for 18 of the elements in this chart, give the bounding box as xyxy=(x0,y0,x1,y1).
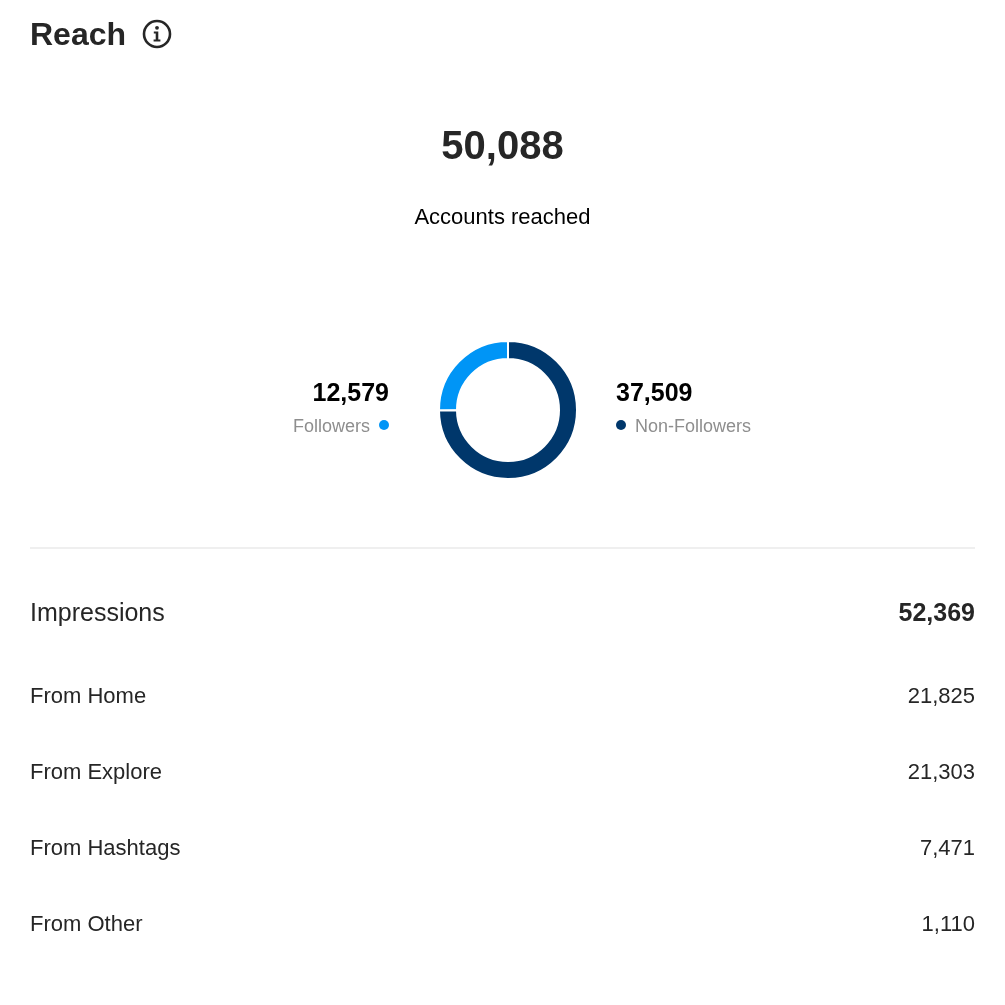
text: Impressions xyxy=(30,597,165,628)
text: 50,088 xyxy=(440,122,565,169)
text: Accounts reached xyxy=(413,203,592,231)
category-label: From Other xyxy=(30,910,143,938)
chart-title: Reach xyxy=(30,15,127,54)
data-label: 21,303 xyxy=(907,758,975,786)
category-label: From Hashtags xyxy=(30,834,181,862)
data-label: 12,579 xyxy=(311,377,389,407)
data-label: 37,509 xyxy=(616,377,694,407)
text: 52,369 xyxy=(898,597,975,628)
data-label: 1,110 xyxy=(921,910,975,938)
legend-label: Non-Followers xyxy=(635,416,752,436)
donut-slice xyxy=(438,340,578,480)
category-label: From Home xyxy=(30,682,147,710)
data-label: 7,471 xyxy=(919,834,975,862)
slice-label: Followers xyxy=(292,416,370,436)
category-label: From Explore xyxy=(30,758,163,786)
data-label: 21,825 xyxy=(907,682,975,710)
